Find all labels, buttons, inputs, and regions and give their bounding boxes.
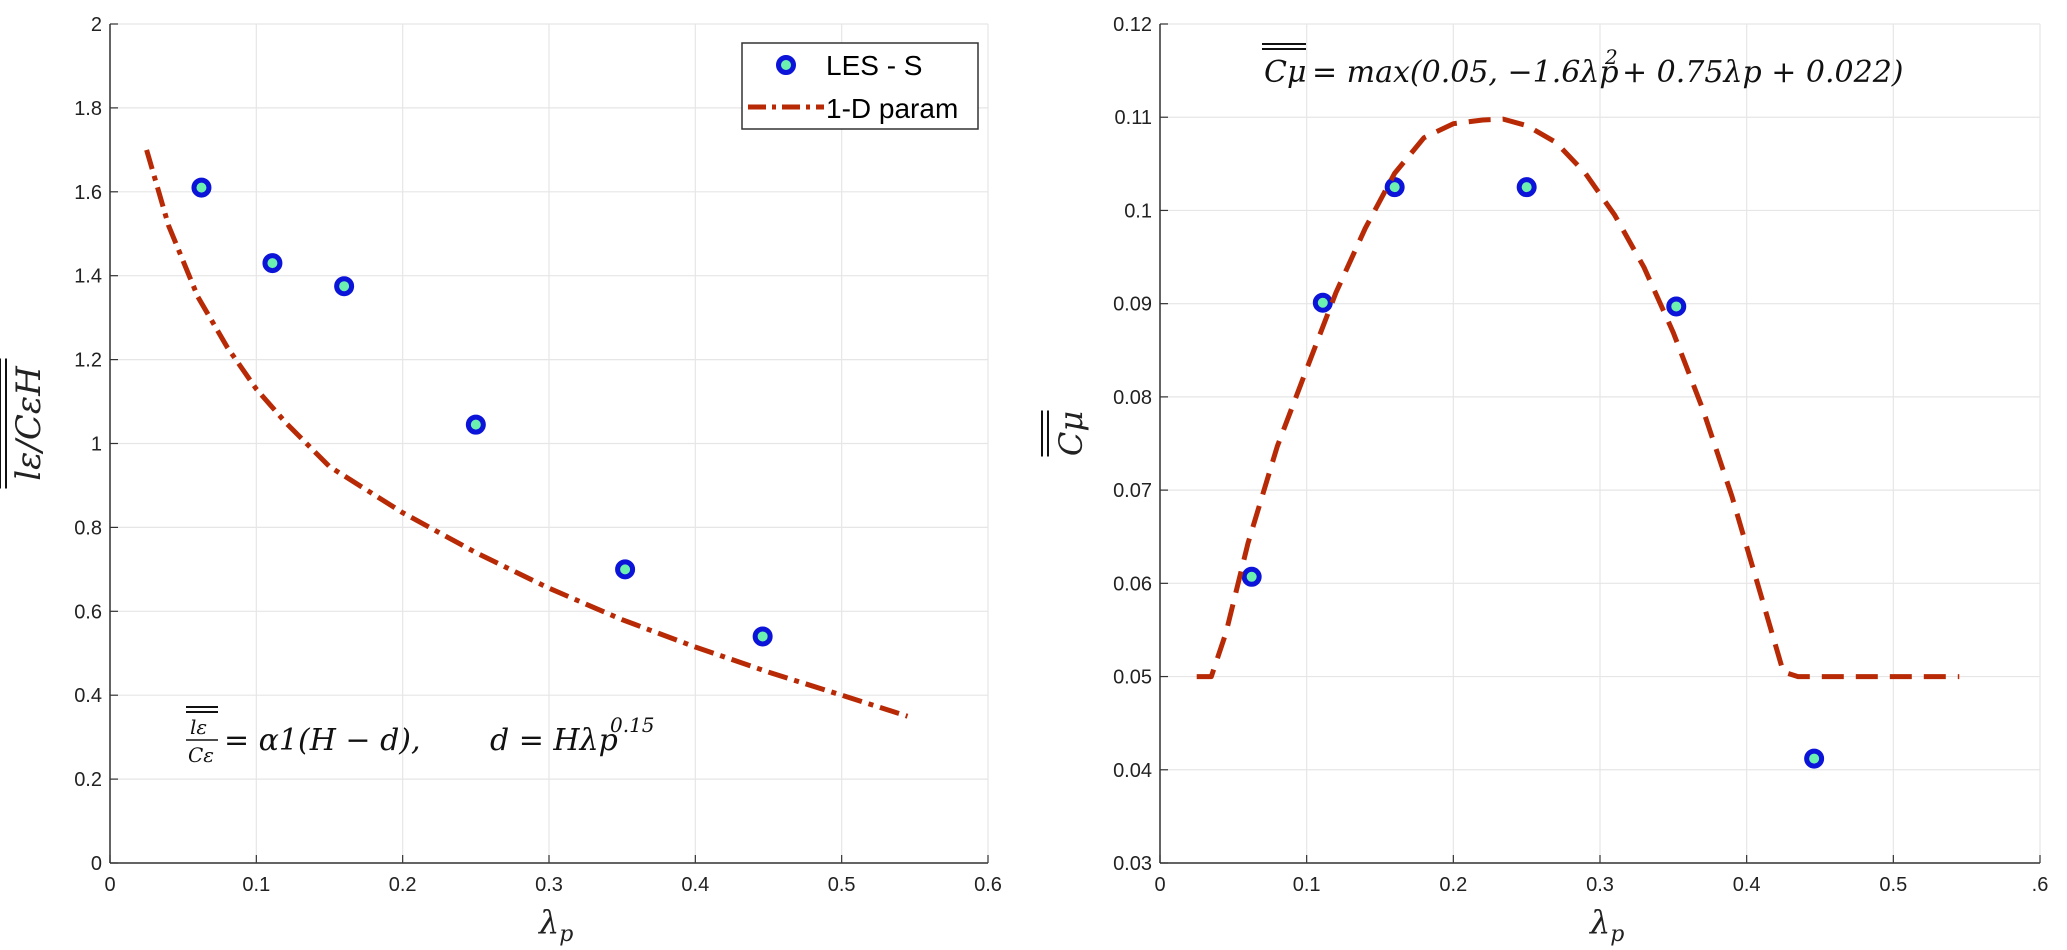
left-data-point: [262, 253, 283, 274]
left-y-tick-label: 1.4: [74, 266, 102, 288]
left-x-tick-label: 0.6: [974, 874, 1002, 896]
left-model-curve: [144, 149, 909, 719]
left-chart-panel: 0 0.1 0.2 0.3 0.4 0.5 0.6 0 0.2 0.4 0.6 0.8 1 1.2 1.4 1…: [0, 14, 1002, 947]
formula-rest: + 0.75λp + 0.022): [1622, 55, 1903, 90]
left-data-point: [191, 177, 212, 198]
right-x-tick-label: .6: [2032, 874, 2049, 896]
right-x-tick-label: 0.4: [1733, 874, 1761, 896]
right-y-tick-label: 0.05: [1113, 667, 1152, 689]
formula-numerator: lε: [190, 715, 207, 739]
left-x-tick-label: 0.4: [681, 874, 709, 896]
left-data-point: [334, 276, 355, 297]
right-y-axis-label: Cμ: [1052, 411, 1090, 456]
right-y-tick-label: 0.07: [1113, 480, 1152, 502]
right-y-tick-label: 0.12: [1113, 14, 1152, 36]
left-formula-annotation: lε Cε = α1(H − d), d = Hλp 0.15: [186, 706, 655, 767]
formula-c-mu: Cμ: [1264, 55, 1306, 90]
left-y-tick-label: 0.2: [74, 769, 102, 791]
left-y-tick-label: 0.6: [74, 601, 102, 623]
right-data-point: [1666, 296, 1687, 317]
right-data-point: [1516, 177, 1537, 198]
right-data-point: [1312, 292, 1333, 313]
right-y-tick-label: 0.03: [1113, 853, 1152, 875]
left-y-tick-label: 1.8: [74, 98, 102, 120]
right-x-tick-label: 0.3: [1586, 874, 1614, 896]
formula-exponent: 0.15: [610, 713, 655, 737]
right-data-point: [1384, 177, 1405, 198]
right-chart-panel: 0 0.1 0.2 0.3 0.4 0.5 .6 0.03 0.04 0.05 0.06 0.07 0.…: [1041, 14, 2049, 947]
left-y-tick-label: 2: [91, 14, 102, 36]
left-x-tick-label: 0.1: [242, 874, 270, 896]
left-x-tick-label: 0.3: [535, 874, 563, 896]
left-y-axis-label: lε/CεH: [9, 365, 49, 481]
left-x-axis-label: λp: [537, 903, 573, 947]
left-y-tick-label: 0.4: [74, 685, 102, 707]
left-x-tick-label: 0.5: [828, 874, 856, 896]
left-y-axis-label-group: lε/CεH: [0, 358, 49, 489]
formula-denominator: Cε: [188, 743, 214, 767]
left-data-point: [752, 626, 773, 647]
right-x-tick-label: 0: [1154, 874, 1165, 896]
right-y-tick-label: 0.06: [1113, 573, 1152, 595]
right-x-tick-label: 0.2: [1439, 874, 1467, 896]
right-y-tick-label: 0.08: [1113, 387, 1152, 409]
left-x-tick-label: 0.2: [389, 874, 417, 896]
formula-d: d = Hλp: [490, 723, 618, 758]
right-y-axis-label-group: Cμ: [1041, 410, 1090, 457]
left-data-point: [465, 414, 486, 435]
right-y-tick-label: 0.1: [1124, 200, 1152, 222]
formula-rhs: = α1(H − d),: [224, 723, 421, 758]
left-data-point: [615, 559, 636, 580]
left-y-tick-label: 0.8: [74, 517, 102, 539]
right-formula-annotation: Cμ = max(0.05, −1.6λp 2 + 0.75λp + 0.022…: [1262, 43, 1903, 90]
right-x-tick-label: 0.1: [1293, 874, 1321, 896]
right-y-tick-label: 0.11: [1115, 107, 1152, 129]
legend-label-1d-param: 1-D param: [826, 93, 958, 124]
legend-marker-les-s: [776, 55, 796, 75]
right-y-tick-label: 0.04: [1113, 760, 1152, 782]
left-y-tick-label: 0: [91, 853, 102, 875]
left-y-tick-label: 1: [91, 434, 102, 456]
right-data-point: [1804, 748, 1825, 769]
right-data-point: [1241, 566, 1262, 587]
right-y-tick-label: 0.09: [1113, 294, 1152, 316]
formula-max-expression: = max(0.05, −1.6λp: [1312, 55, 1619, 90]
right-model-curve: [1196, 116, 1960, 680]
right-x-axis-label: λp: [1588, 903, 1624, 947]
legend: LES - S 1-D param: [741, 42, 979, 130]
left-x-tick-label: 0: [104, 874, 115, 896]
right-x-tick-label: 0.5: [1879, 874, 1907, 896]
legend-label-les-s: LES - S: [826, 50, 922, 81]
left-y-tick-label: 1.2: [74, 350, 102, 372]
left-y-tick-label: 1.6: [74, 182, 102, 204]
formula-square: 2: [1604, 45, 1618, 69]
